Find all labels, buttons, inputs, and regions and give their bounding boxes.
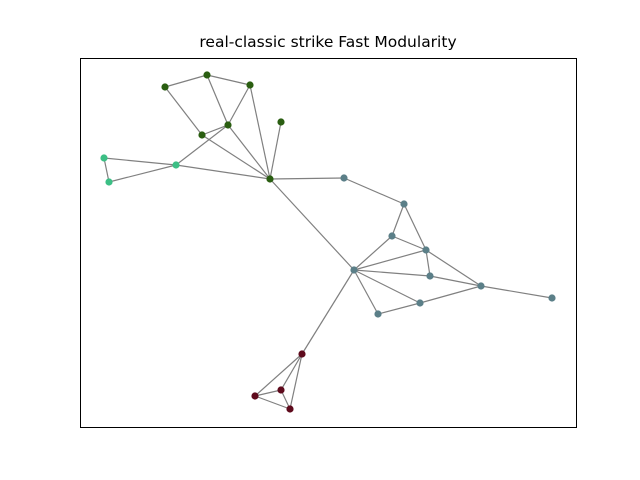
node-n14 bbox=[422, 246, 430, 254]
edge-n21-n23 bbox=[254, 353, 303, 397]
node-n4 bbox=[198, 131, 206, 139]
node-n24 bbox=[286, 405, 294, 413]
node-n2 bbox=[203, 71, 211, 79]
edge-n11-n12 bbox=[343, 177, 405, 205]
edge-n8-n10 bbox=[108, 164, 177, 183]
figure-title: real-classic strike Fast Modularity bbox=[199, 33, 457, 51]
edge-n17-n20 bbox=[480, 285, 553, 299]
edge-n5-n7 bbox=[227, 124, 271, 180]
node-n20 bbox=[548, 294, 556, 302]
edge-n16-n18 bbox=[353, 269, 379, 315]
edge-n21-n24 bbox=[289, 353, 303, 410]
edge-n1-n2 bbox=[164, 74, 208, 88]
edge-n16-n21 bbox=[301, 269, 355, 355]
edge-n16-n19 bbox=[353, 269, 421, 304]
node-n5 bbox=[224, 121, 232, 129]
edge-n9-n10 bbox=[103, 157, 110, 183]
edge-n3-n7 bbox=[249, 84, 271, 180]
edge-n2-n5 bbox=[206, 74, 229, 126]
edge-n13-n14 bbox=[391, 235, 427, 251]
node-n7 bbox=[266, 175, 274, 183]
edge-n8-n9 bbox=[103, 157, 177, 166]
nodes-layer bbox=[100, 71, 556, 413]
edge-n22-n23 bbox=[254, 389, 282, 397]
edges-layer bbox=[103, 74, 553, 410]
edge-n7-n16 bbox=[269, 178, 355, 271]
node-n10 bbox=[105, 178, 113, 186]
edge-n23-n24 bbox=[254, 395, 291, 410]
node-n1 bbox=[161, 83, 169, 91]
edge-n14-n16 bbox=[353, 249, 427, 271]
node-n18 bbox=[374, 310, 382, 318]
axes-frame bbox=[80, 58, 577, 428]
edge-n13-n16 bbox=[353, 235, 393, 271]
edge-n15-n17 bbox=[429, 275, 482, 287]
node-n12 bbox=[400, 200, 408, 208]
node-n13 bbox=[388, 232, 396, 240]
edge-n8-n7 bbox=[175, 164, 271, 180]
edge-n5-n8 bbox=[175, 124, 229, 166]
node-n22 bbox=[277, 386, 285, 394]
node-n19 bbox=[416, 299, 424, 307]
edge-n14-n15 bbox=[425, 249, 431, 277]
node-n15 bbox=[426, 272, 434, 280]
edge-n3-n5 bbox=[227, 84, 251, 126]
edge-n2-n3 bbox=[206, 74, 251, 86]
node-n3 bbox=[246, 81, 254, 89]
edge-n7-n11 bbox=[269, 177, 345, 180]
node-n21 bbox=[298, 350, 306, 358]
node-n8 bbox=[172, 161, 180, 169]
edge-n6-n7 bbox=[269, 121, 282, 180]
node-n9 bbox=[100, 154, 108, 162]
edge-n17-n19 bbox=[419, 285, 482, 304]
edge-n4-n7 bbox=[201, 134, 271, 180]
edge-n21-n22 bbox=[280, 353, 303, 391]
edge-n18-n19 bbox=[377, 302, 421, 315]
edge-n1-n4 bbox=[164, 86, 203, 136]
node-n23 bbox=[251, 392, 259, 400]
node-n16 bbox=[350, 266, 358, 274]
node-n6 bbox=[277, 118, 285, 126]
node-n11 bbox=[340, 174, 348, 182]
edge-n5-n4 bbox=[201, 124, 229, 136]
edge-n16-n15 bbox=[353, 269, 431, 277]
node-n17 bbox=[477, 282, 485, 290]
edge-n12-n13 bbox=[391, 203, 405, 237]
edge-n14-n17 bbox=[425, 249, 482, 287]
edge-n12-n14 bbox=[403, 203, 427, 251]
